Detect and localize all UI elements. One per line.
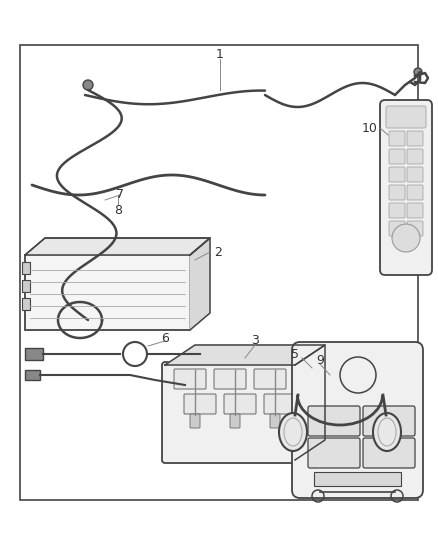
FancyBboxPatch shape bbox=[389, 185, 405, 200]
FancyBboxPatch shape bbox=[380, 100, 432, 275]
FancyBboxPatch shape bbox=[22, 298, 30, 310]
FancyBboxPatch shape bbox=[174, 369, 206, 389]
FancyBboxPatch shape bbox=[407, 203, 423, 218]
FancyBboxPatch shape bbox=[308, 406, 360, 436]
FancyBboxPatch shape bbox=[389, 149, 405, 164]
Circle shape bbox=[414, 68, 422, 76]
FancyBboxPatch shape bbox=[25, 255, 190, 330]
Text: 1: 1 bbox=[216, 49, 224, 61]
Text: 3: 3 bbox=[251, 334, 259, 346]
Circle shape bbox=[75, 315, 85, 325]
FancyBboxPatch shape bbox=[254, 369, 286, 389]
FancyBboxPatch shape bbox=[190, 414, 200, 428]
FancyBboxPatch shape bbox=[292, 342, 423, 498]
Text: 2: 2 bbox=[214, 246, 222, 259]
FancyBboxPatch shape bbox=[214, 369, 246, 389]
FancyBboxPatch shape bbox=[389, 203, 405, 218]
Text: 7: 7 bbox=[116, 189, 124, 201]
FancyBboxPatch shape bbox=[230, 414, 240, 428]
Text: 6: 6 bbox=[161, 332, 169, 344]
Ellipse shape bbox=[373, 413, 401, 451]
FancyBboxPatch shape bbox=[407, 149, 423, 164]
FancyBboxPatch shape bbox=[389, 221, 405, 236]
Bar bbox=[20, 45, 418, 500]
Text: 5: 5 bbox=[291, 349, 299, 361]
FancyBboxPatch shape bbox=[25, 370, 40, 380]
FancyBboxPatch shape bbox=[264, 394, 296, 414]
Text: 10: 10 bbox=[362, 122, 378, 134]
FancyBboxPatch shape bbox=[224, 394, 256, 414]
FancyBboxPatch shape bbox=[184, 394, 216, 414]
FancyBboxPatch shape bbox=[162, 362, 298, 463]
FancyBboxPatch shape bbox=[407, 185, 423, 200]
FancyBboxPatch shape bbox=[407, 221, 423, 236]
Polygon shape bbox=[295, 345, 325, 460]
Text: 8: 8 bbox=[114, 204, 122, 216]
FancyBboxPatch shape bbox=[22, 262, 30, 274]
FancyBboxPatch shape bbox=[386, 106, 426, 128]
FancyBboxPatch shape bbox=[389, 167, 405, 182]
FancyBboxPatch shape bbox=[22, 280, 30, 292]
FancyBboxPatch shape bbox=[308, 438, 360, 468]
FancyBboxPatch shape bbox=[25, 348, 43, 360]
FancyBboxPatch shape bbox=[407, 131, 423, 146]
FancyBboxPatch shape bbox=[314, 472, 401, 486]
Polygon shape bbox=[25, 238, 210, 255]
FancyBboxPatch shape bbox=[270, 414, 280, 428]
Ellipse shape bbox=[279, 413, 307, 451]
FancyBboxPatch shape bbox=[200, 347, 222, 361]
FancyBboxPatch shape bbox=[363, 406, 415, 436]
Circle shape bbox=[83, 80, 93, 90]
FancyBboxPatch shape bbox=[407, 167, 423, 182]
Polygon shape bbox=[165, 345, 325, 365]
FancyBboxPatch shape bbox=[389, 131, 405, 146]
Text: 9: 9 bbox=[316, 353, 324, 367]
FancyBboxPatch shape bbox=[363, 438, 415, 468]
Polygon shape bbox=[190, 238, 210, 330]
Circle shape bbox=[392, 224, 420, 252]
